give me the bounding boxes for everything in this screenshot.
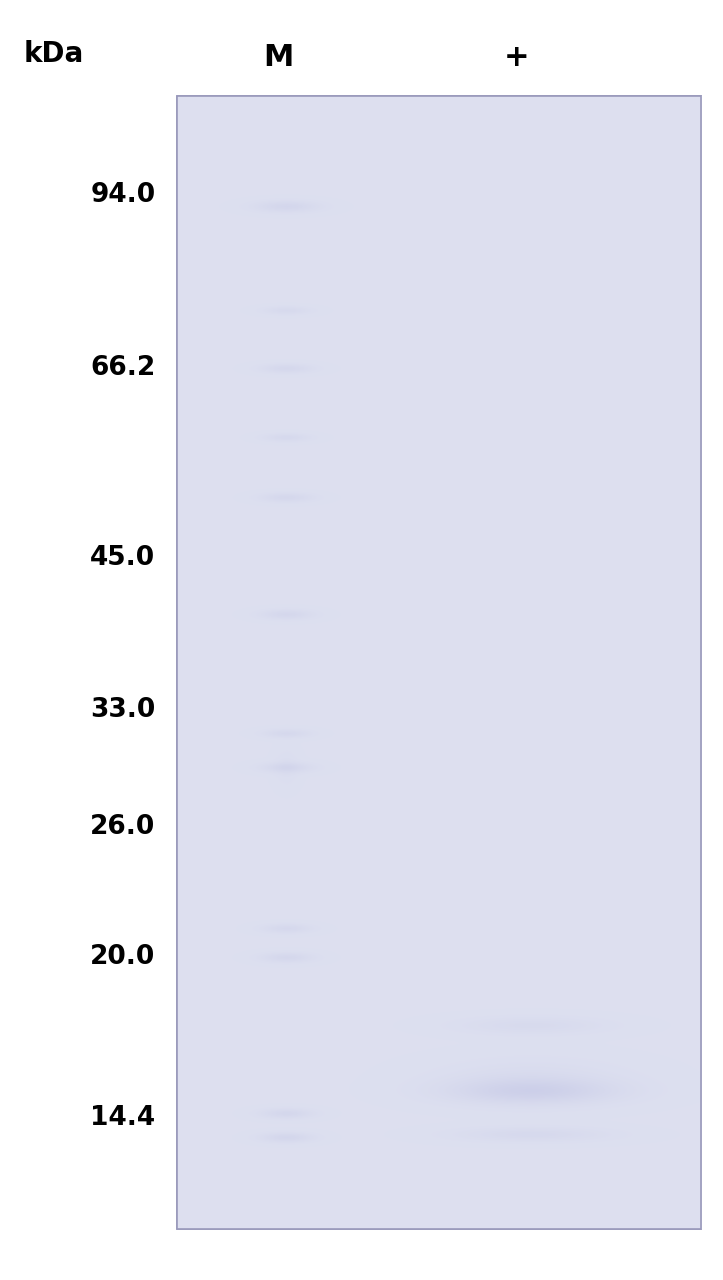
Text: 20.0: 20.0	[90, 943, 155, 969]
Text: M: M	[263, 44, 294, 72]
Text: 45.0: 45.0	[90, 544, 155, 571]
Text: kDa: kDa	[24, 40, 85, 68]
Text: 26.0: 26.0	[90, 814, 155, 841]
Text: 14.4: 14.4	[90, 1105, 155, 1132]
Text: 66.2: 66.2	[90, 355, 155, 380]
Text: 94.0: 94.0	[90, 182, 155, 209]
Text: 33.0: 33.0	[90, 698, 155, 723]
Text: +: +	[504, 44, 530, 72]
FancyBboxPatch shape	[177, 96, 701, 1229]
